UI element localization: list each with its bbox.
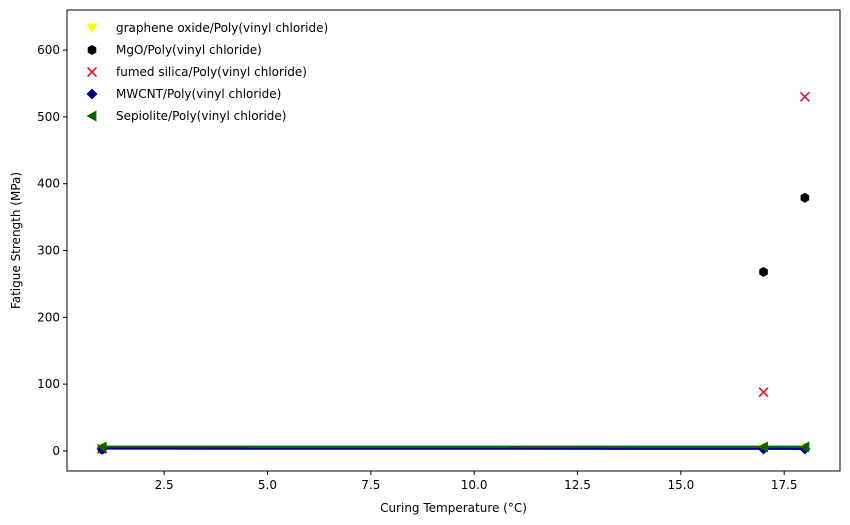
y-axis: 0 100 200 300 400 500 600 [37, 43, 67, 458]
legend-label: MWCNT/Poly(vinyl chloride) [116, 87, 281, 101]
y-tick-label: 500 [37, 110, 60, 124]
data-point [96, 441, 107, 453]
y-tick-label: 400 [37, 177, 60, 191]
x-tick-label: 12.5 [564, 478, 591, 492]
legend-marker [86, 88, 98, 100]
data-point [758, 441, 768, 453]
plot-frame [66, 9, 841, 472]
y-tick-label: 100 [37, 377, 60, 391]
legend-marker [87, 45, 97, 55]
legend-label: fumed silica/Poly(vinyl chloride) [116, 65, 307, 79]
legend: graphene oxide/Poly(vinyl chloride) MgO/P… [86, 21, 328, 123]
data-point [799, 441, 810, 453]
data-point [800, 192, 810, 203]
x-tick-label: 15.0 [667, 478, 694, 492]
data-point [799, 91, 810, 102]
data-points [96, 91, 811, 455]
data-point [759, 266, 768, 277]
y-tick-label: 200 [37, 310, 60, 324]
data-point [758, 387, 769, 398]
x-tick-label: 17.5 [771, 478, 798, 492]
y-tick-label: 0 [52, 444, 60, 458]
x-tick-label: 5.0 [258, 478, 277, 492]
x-tick-label: 2.5 [155, 478, 174, 492]
legend-marker [86, 110, 97, 122]
fit-lines [102, 445, 805, 450]
legend-label: MgO/Poly(vinyl chloride) [116, 43, 262, 57]
y-axis-label: Fatigue Strength (MPa) [9, 172, 23, 309]
y-tick-label: 600 [37, 43, 60, 57]
x-tick-label: 7.5 [361, 478, 380, 492]
x-tick-label: 10.0 [461, 478, 488, 492]
x-axis: 2.5 5.0 7.5 10.0 12.5 15.0 17.5 [155, 471, 798, 492]
legend-marker [86, 66, 98, 78]
x-axis-label: Curing Temperature (°C) [380, 501, 527, 515]
legend-label: Sepiolite/Poly(vinyl chloride) [116, 109, 286, 123]
legend-marker [86, 23, 98, 34]
legend-label: graphene oxide/Poly(vinyl chloride) [116, 21, 328, 35]
y-tick-label: 300 [37, 244, 60, 258]
